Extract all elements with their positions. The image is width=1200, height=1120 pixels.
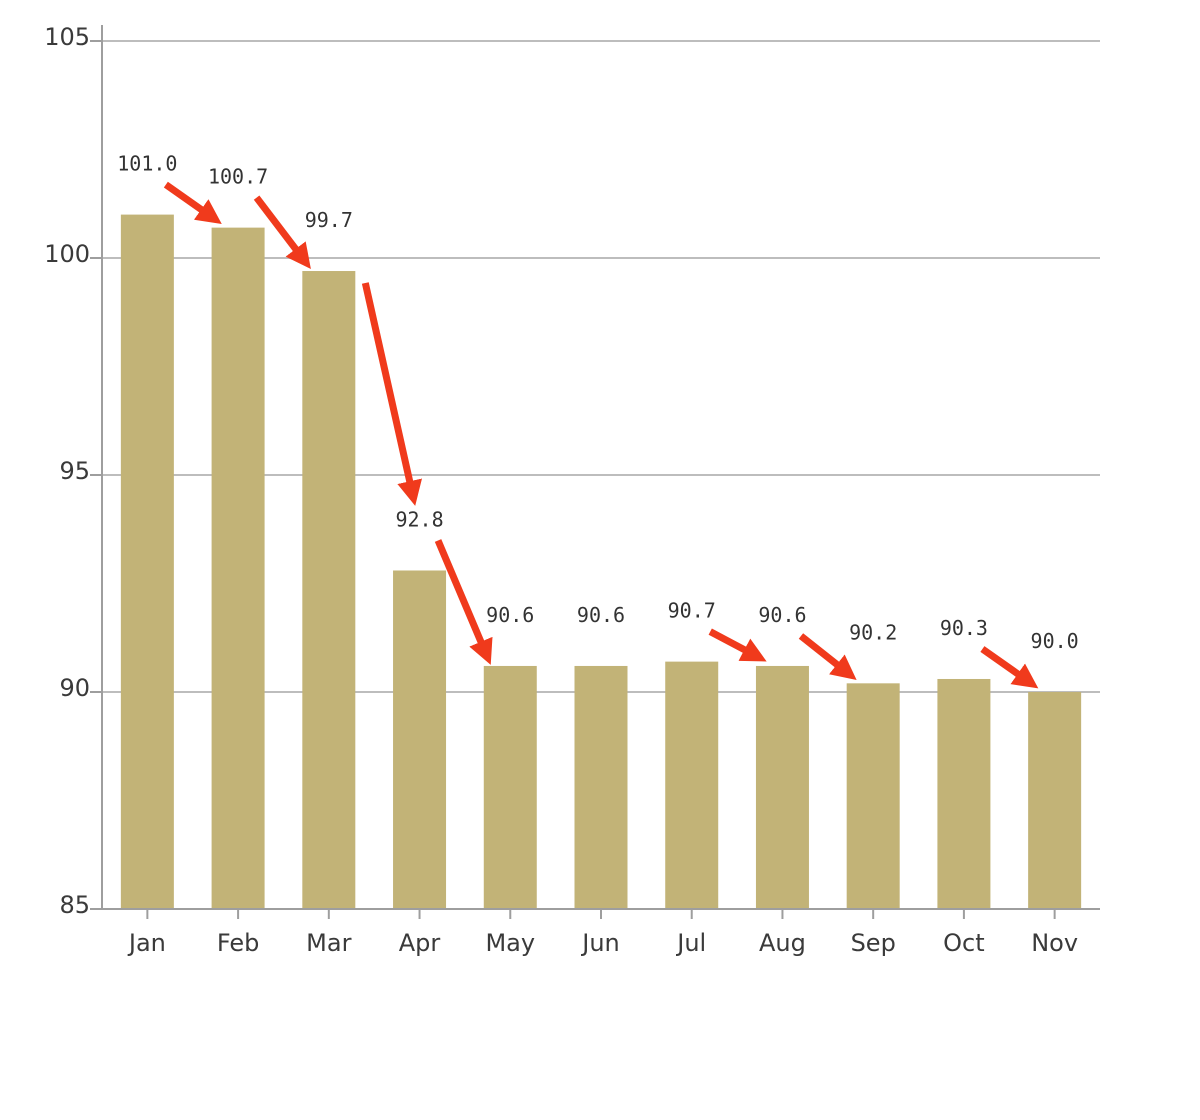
data-label: 90.3 xyxy=(940,616,988,640)
data-label: 100.7 xyxy=(208,165,268,189)
x-tick-label: Nov xyxy=(1031,929,1078,957)
bar-feb xyxy=(211,227,265,909)
x-tick-label: Sep xyxy=(851,929,896,957)
x-tick-label: Jul xyxy=(675,929,706,957)
data-label: 90.7 xyxy=(668,599,716,623)
x-tick-label: Mar xyxy=(306,929,351,957)
x-tick-label: Oct xyxy=(943,929,985,957)
y-tick-label: 85 xyxy=(59,891,90,919)
data-label: 99.7 xyxy=(305,208,353,232)
x-tick-label: Feb xyxy=(217,929,260,957)
data-label: 101.0 xyxy=(117,152,177,176)
y-tick-label: 105 xyxy=(44,23,90,51)
bar-may xyxy=(483,665,537,909)
y-tick-label: 100 xyxy=(44,240,90,268)
x-tick-label: May xyxy=(485,929,535,957)
data-label: 90.2 xyxy=(849,620,897,644)
x-tick-label: Jan xyxy=(127,929,166,957)
y-tick-label: 90 xyxy=(59,674,90,702)
decline-arrow-icon xyxy=(163,181,222,224)
bar-jun xyxy=(574,665,628,909)
data-label: 90.6 xyxy=(577,603,625,627)
bar-apr xyxy=(393,570,447,909)
bar-jan xyxy=(120,214,174,910)
decline-arrow-icon xyxy=(434,539,493,665)
bar-oct xyxy=(937,678,991,909)
x-tick-label: Jun xyxy=(580,929,620,957)
bar-nov xyxy=(1028,692,1082,909)
decline-arrow-icon xyxy=(798,633,857,681)
data-label: 90.6 xyxy=(486,603,534,627)
decline-arrow-icon xyxy=(253,195,311,270)
arrows-layer xyxy=(163,181,1039,689)
data-labels-layer: 101.0 100.7 99.7 92.8 90.6 90.6 90.7 90.6 90.2 90… xyxy=(117,152,1078,653)
bars-layer xyxy=(120,214,1082,910)
decline-arrow-icon xyxy=(708,628,767,662)
decline-arrow-icon xyxy=(361,282,422,506)
bar-mar xyxy=(302,271,356,909)
bar-sep xyxy=(846,683,900,909)
x-tick-label: Aug xyxy=(759,929,806,957)
data-label: 92.8 xyxy=(395,507,443,531)
axis-layer: 85 90 95 100 105 Jan Feb Mar Apr May Jun Jul Aug Sep O… xyxy=(44,23,1100,957)
y-tick-label: 95 xyxy=(59,457,90,485)
bar-jul xyxy=(665,661,719,909)
data-label: 90.0 xyxy=(1031,629,1079,653)
data-label: 90.6 xyxy=(758,603,806,627)
x-tick-label: Apr xyxy=(399,929,441,957)
decline-arrow-icon xyxy=(980,646,1039,689)
bar-aug xyxy=(755,665,809,909)
